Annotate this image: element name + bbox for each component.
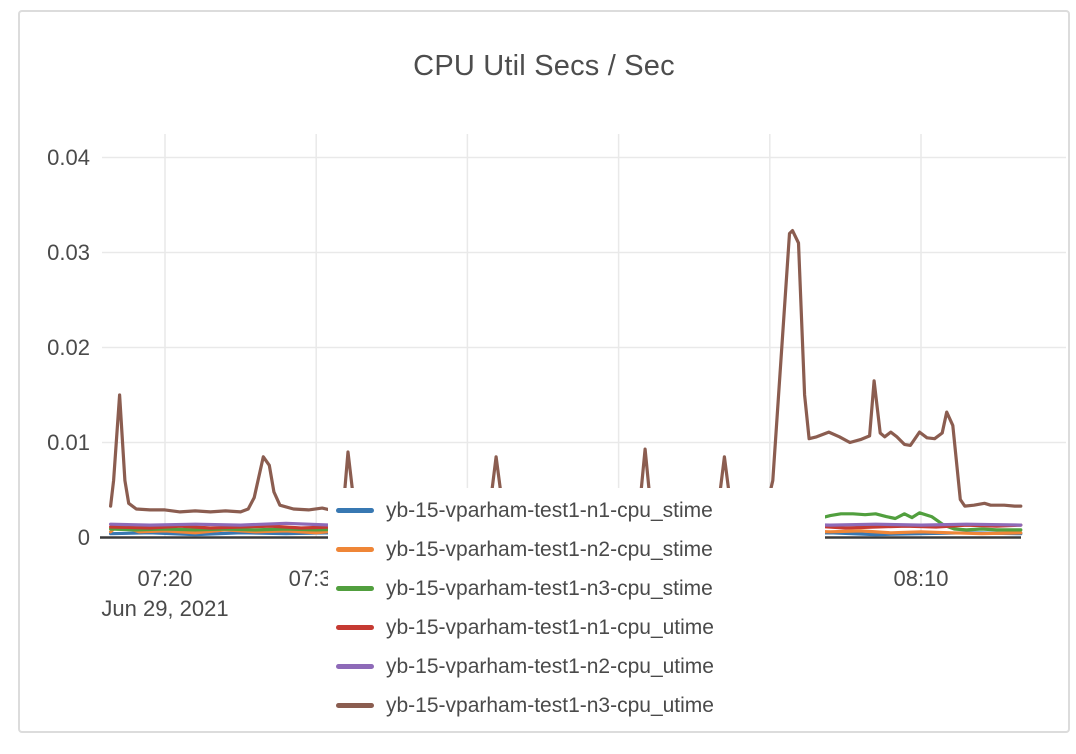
legend-item-label: yb-15-vparham-test1-n1-cpu_utime [386, 615, 714, 639]
legend-line-swatch [336, 625, 374, 630]
y-tick-label: 0.01 [47, 429, 90, 455]
legend-item-label: yb-15-vparham-test1-n3-cpu_utime [386, 693, 714, 717]
legend-item[interactable]: yb-15-vparham-test1-n1-cpu_stime [328, 491, 825, 530]
y-tick-label: 0.03 [47, 239, 90, 265]
legend: yb-15-vparham-test1-n1-cpu_stime yb-15-v… [328, 488, 825, 731]
y-tick-label: 0 [77, 524, 90, 550]
series-line-yb-15-vparham-test1-n3-cpu_utime [108, 229, 1023, 514]
legend-line-swatch [336, 703, 374, 708]
legend-item[interactable]: yb-15-vparham-test1-n2-cpu_utime [328, 647, 825, 686]
legend-item[interactable]: yb-15-vparham-test1-n3-cpu_utime [328, 686, 825, 725]
legend-item[interactable]: yb-15-vparham-test1-n3-cpu_stime [328, 569, 825, 608]
y-tick-label: 0.02 [47, 334, 90, 360]
legend-line-swatch [336, 547, 374, 552]
x-tick-label: 08:10 [893, 566, 949, 591]
legend-item-label: yb-15-vparham-test1-n1-cpu_stime [386, 498, 713, 522]
legend-item-label: yb-15-vparham-test1-n3-cpu_stime [386, 576, 713, 600]
legend-line-swatch [336, 586, 374, 591]
y-tick-label: 0.04 [47, 144, 90, 170]
legend-item-label: yb-15-vparham-test1-n2-cpu_utime [386, 654, 714, 678]
legend-line-swatch [336, 664, 374, 669]
x-tick-label: 07:20 [137, 566, 193, 591]
legend-item-label: yb-15-vparham-test1-n2-cpu_stime [386, 537, 713, 561]
legend-line-swatch [336, 508, 374, 513]
chart-title: CPU Util Secs / Sec [413, 50, 675, 82]
x-axis-date-label: Jun 29, 2021 [101, 596, 229, 621]
legend-item[interactable]: yb-15-vparham-test1-n2-cpu_stime [328, 530, 825, 569]
chart-card: CPU Util Secs / Sec 0 0.01 0.02 0.03 0.04 07… [18, 10, 1070, 733]
legend-item[interactable]: yb-15-vparham-test1-n1-cpu_utime [328, 608, 825, 647]
